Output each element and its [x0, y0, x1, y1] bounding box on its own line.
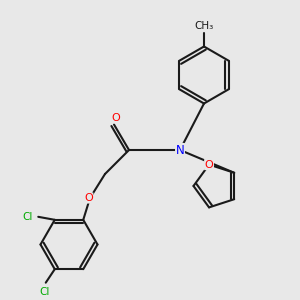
Text: N: N: [176, 143, 184, 157]
Text: O: O: [205, 160, 213, 170]
Text: O: O: [111, 113, 120, 123]
Text: O: O: [84, 193, 93, 203]
Text: Cl: Cl: [39, 287, 50, 297]
Text: Cl: Cl: [22, 212, 33, 222]
Text: CH₃: CH₃: [194, 21, 214, 32]
